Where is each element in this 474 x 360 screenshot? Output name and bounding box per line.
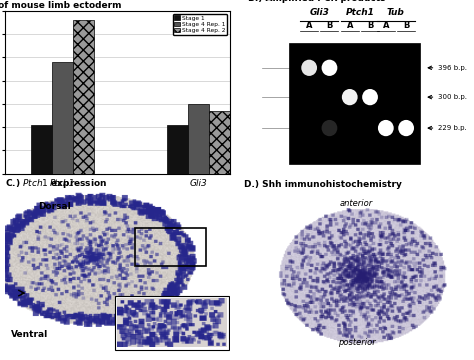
Bar: [31, 125, 52, 174]
Bar: [188, 104, 209, 174]
Ellipse shape: [321, 60, 337, 76]
Ellipse shape: [378, 120, 394, 136]
Text: 300 b.p.: 300 b.p.: [438, 94, 467, 100]
Text: posterior: posterior: [337, 338, 375, 347]
Text: 396 b.p.: 396 b.p.: [438, 65, 467, 71]
Text: D.) Shh immunohistochemistry: D.) Shh immunohistochemistry: [244, 180, 401, 189]
Text: A.) RT-PCR of mouse limb ectoderm: A.) RT-PCR of mouse limb ectoderm: [0, 1, 121, 10]
Text: B: B: [326, 21, 333, 30]
Ellipse shape: [398, 120, 414, 136]
Legend: Stage 1, Stage 4 Rep. 1, Stage 4 Rep. 2: Stage 1, Stage 4 Rep. 1, Stage 4 Rep. 2: [173, 14, 228, 35]
Text: Gli3: Gli3: [310, 8, 329, 17]
Text: anterior: anterior: [340, 199, 373, 208]
Text: Ptch1: Ptch1: [346, 8, 374, 17]
Ellipse shape: [362, 89, 378, 105]
Bar: [73, 20, 94, 174]
Text: 229 b.p.: 229 b.p.: [438, 125, 466, 131]
Bar: [52, 62, 73, 174]
Text: A: A: [306, 21, 312, 30]
Text: Tub: Tub: [387, 8, 405, 17]
Ellipse shape: [342, 89, 358, 105]
Bar: [289, 43, 419, 164]
Text: Dorsal: Dorsal: [38, 202, 71, 211]
Text: B: B: [403, 21, 410, 30]
Ellipse shape: [301, 60, 317, 76]
Text: A: A: [346, 21, 353, 30]
Bar: [135, 228, 207, 266]
Text: B: B: [367, 21, 373, 30]
Bar: [167, 125, 188, 174]
Text: A: A: [383, 21, 389, 30]
Text: B.) Amplified PCR products: B.) Amplified PCR products: [248, 0, 386, 3]
Text: C.) $\it{Ptch1}$ expression: C.) $\it{Ptch1}$ expression: [5, 177, 107, 190]
Bar: [115, 296, 229, 350]
Bar: [209, 111, 230, 174]
Ellipse shape: [321, 120, 337, 136]
Text: Ventral: Ventral: [11, 329, 48, 338]
